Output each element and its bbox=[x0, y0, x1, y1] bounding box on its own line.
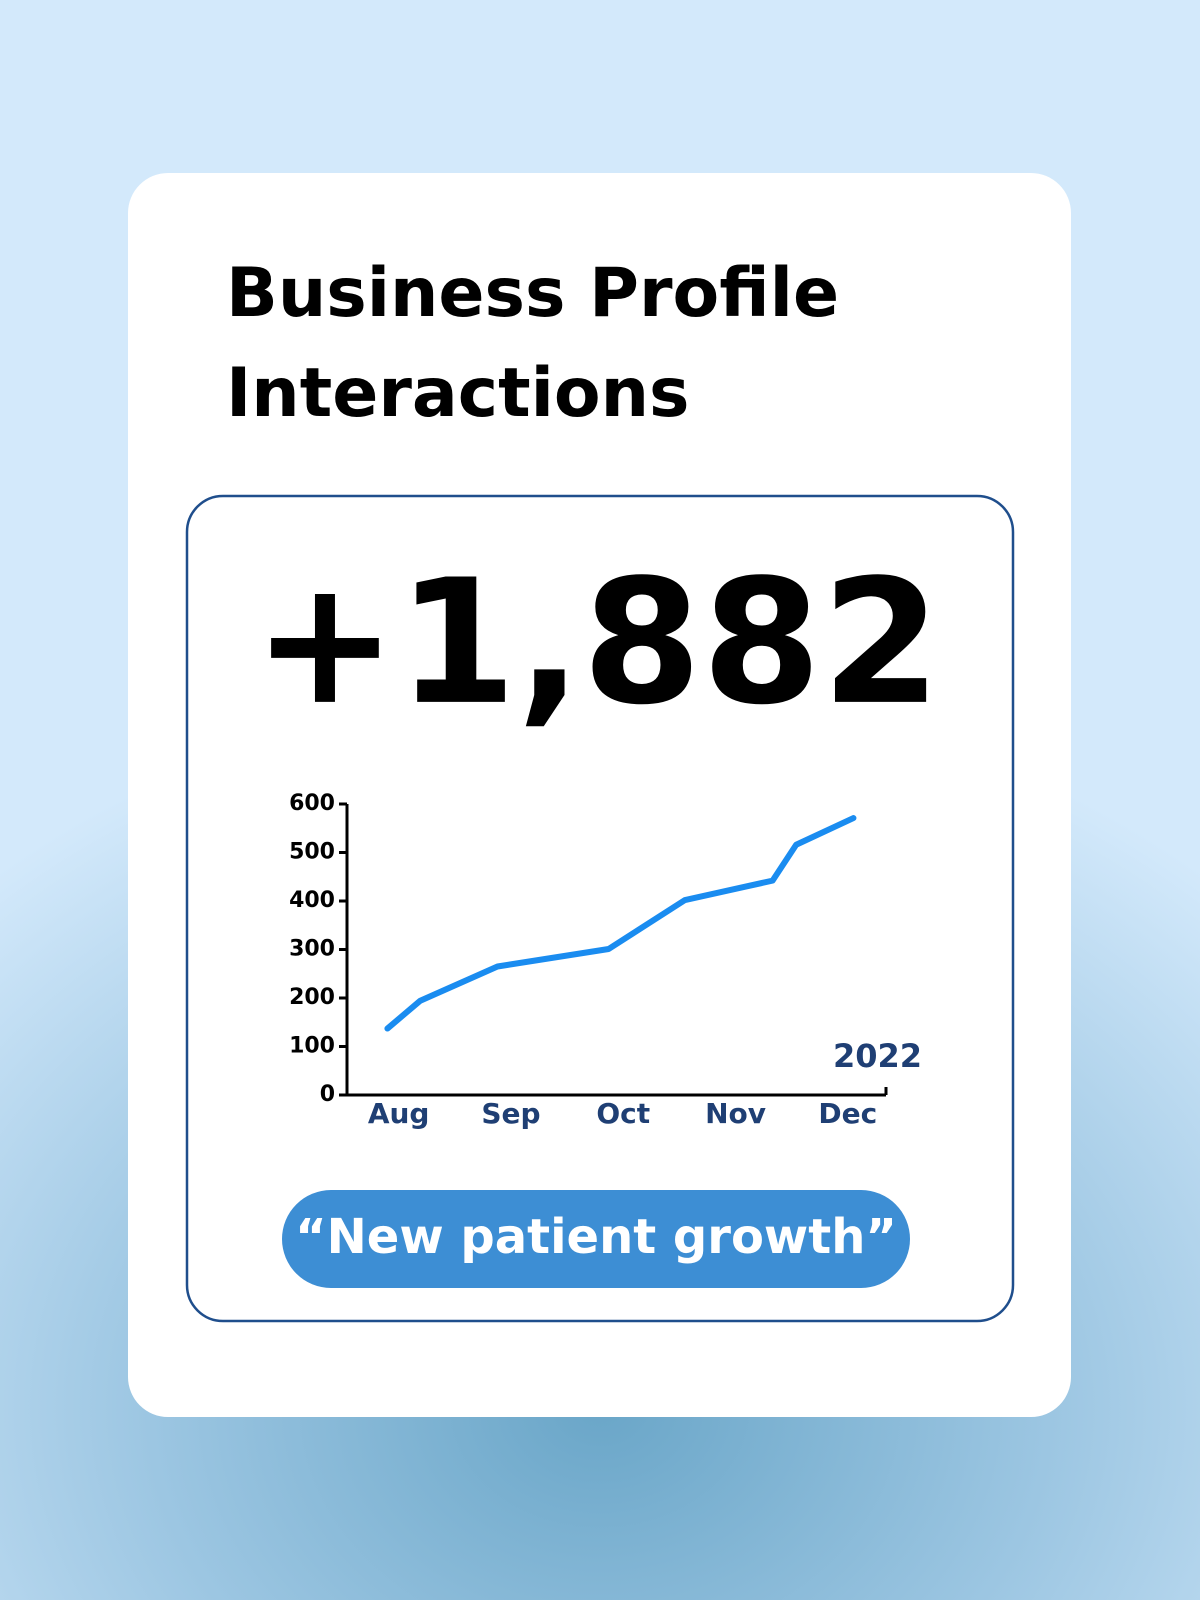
big-number: +1,882 bbox=[253, 542, 941, 743]
line-series bbox=[384, 815, 857, 1032]
y-tick-label: 200 bbox=[289, 985, 335, 1010]
x-tick-label: Aug bbox=[368, 1097, 430, 1130]
y-tick-label: 300 bbox=[289, 937, 335, 962]
year-label: 2022 bbox=[833, 1037, 922, 1075]
y-tick-label: 100 bbox=[289, 1034, 335, 1059]
tag-text: “New patient growth” bbox=[295, 1209, 897, 1265]
x-tick-label: Dec bbox=[818, 1097, 877, 1130]
x-tick-label: Oct bbox=[596, 1097, 650, 1130]
x-tick-label: Sep bbox=[481, 1097, 540, 1130]
y-tick-label: 0 bbox=[320, 1082, 335, 1107]
inner-box bbox=[185, 494, 1015, 1323]
x-tick-label: Nov bbox=[705, 1097, 766, 1130]
y-tick-label: 600 bbox=[289, 791, 335, 816]
y-tick-label: 500 bbox=[289, 840, 335, 865]
y-tick-label: 400 bbox=[289, 888, 335, 913]
tag-pill bbox=[282, 1190, 910, 1288]
chart-title: Business Profile Interactions bbox=[226, 254, 840, 433]
